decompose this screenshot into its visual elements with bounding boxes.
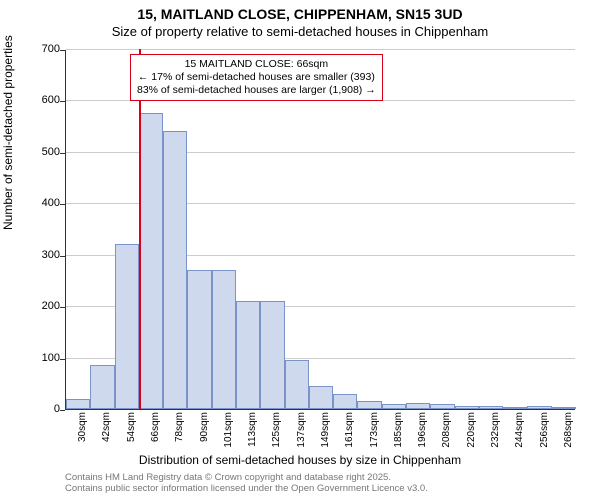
footer-credit: Contains HM Land Registry data © Crown c… [65,472,428,495]
y-tick-label: 400 [20,197,60,209]
x-tick-label: 268sqm [563,412,574,472]
footer-line-2: Contains public sector information licen… [65,483,428,494]
x-tick-label: 125sqm [271,412,282,472]
x-tick-label: 42sqm [101,412,112,472]
histogram-bar [285,360,309,409]
histogram-bar [552,407,576,409]
gridline [66,49,575,50]
y-tick-label: 200 [20,300,60,312]
y-tick-mark [60,359,65,360]
chart-title-line1: 15, MAITLAND CLOSE, CHIPPENHAM, SN15 3UD [0,6,600,22]
histogram-bar [187,270,211,409]
histogram-bar [382,404,406,409]
footer-line-1: Contains HM Land Registry data © Crown c… [65,472,428,483]
x-tick-label: 90sqm [199,412,210,472]
x-tick-label: 185sqm [393,412,404,472]
x-tick-label: 149sqm [320,412,331,472]
annotation-line-2: ← 17% of semi-detached houses are smalle… [137,71,376,84]
property-marker-line [139,49,141,409]
histogram-bar [212,270,236,409]
x-tick-label: 220sqm [466,412,477,472]
histogram-bar [139,113,163,409]
x-tick-label: 66sqm [150,412,161,472]
histogram-bar [333,394,357,409]
annotation-line-1: 15 MAITLAND CLOSE: 66sqm [137,58,376,71]
histogram-bar [260,301,284,409]
x-tick-label: 137sqm [296,412,307,472]
histogram-bar [527,406,551,409]
histogram-bar [66,399,90,409]
x-tick-label: 78sqm [174,412,185,472]
histogram-bar [309,386,333,409]
y-tick-mark [60,101,65,102]
y-tick-mark [60,410,65,411]
histogram-bar [479,406,503,409]
y-tick-mark [60,307,65,308]
x-tick-label: 232sqm [490,412,501,472]
y-tick-mark [60,204,65,205]
x-tick-label: 54sqm [126,412,137,472]
annotation-box: 15 MAITLAND CLOSE: 66sqm ← 17% of semi-d… [130,54,383,101]
histogram-bar [163,131,187,409]
y-tick-mark [60,153,65,154]
annotation-line-3: 83% of semi-detached houses are larger (… [137,84,376,97]
x-tick-label: 196sqm [417,412,428,472]
histogram-bar [406,403,430,409]
y-tick-label: 500 [20,146,60,158]
y-tick-label: 600 [20,94,60,106]
x-tick-label: 208sqm [441,412,452,472]
x-tick-label: 173sqm [369,412,380,472]
histogram-bar [430,404,454,409]
histogram-bar [357,401,381,409]
histogram-bar [236,301,260,409]
histogram-bar [115,244,139,409]
y-tick-label: 100 [20,352,60,364]
x-tick-label: 244sqm [514,412,525,472]
y-tick-label: 700 [20,43,60,55]
histogram-bar [90,365,114,409]
x-tick-label: 30sqm [77,412,88,472]
chart-container: 15, MAITLAND CLOSE, CHIPPENHAM, SN15 3UD… [0,0,600,500]
x-tick-label: 113sqm [247,412,258,472]
x-tick-label: 101sqm [223,412,234,472]
y-tick-mark [60,256,65,257]
histogram-bar [455,406,479,409]
plot-area [65,50,575,410]
histogram-bar [503,407,527,409]
x-tick-label: 161sqm [344,412,355,472]
y-tick-label: 300 [20,249,60,261]
y-axis-label: Number of semi-detached properties [1,35,15,230]
y-tick-label: 0 [20,403,60,415]
chart-title-line2: Size of property relative to semi-detach… [0,24,600,39]
x-tick-label: 256sqm [539,412,550,472]
y-tick-mark [60,50,65,51]
